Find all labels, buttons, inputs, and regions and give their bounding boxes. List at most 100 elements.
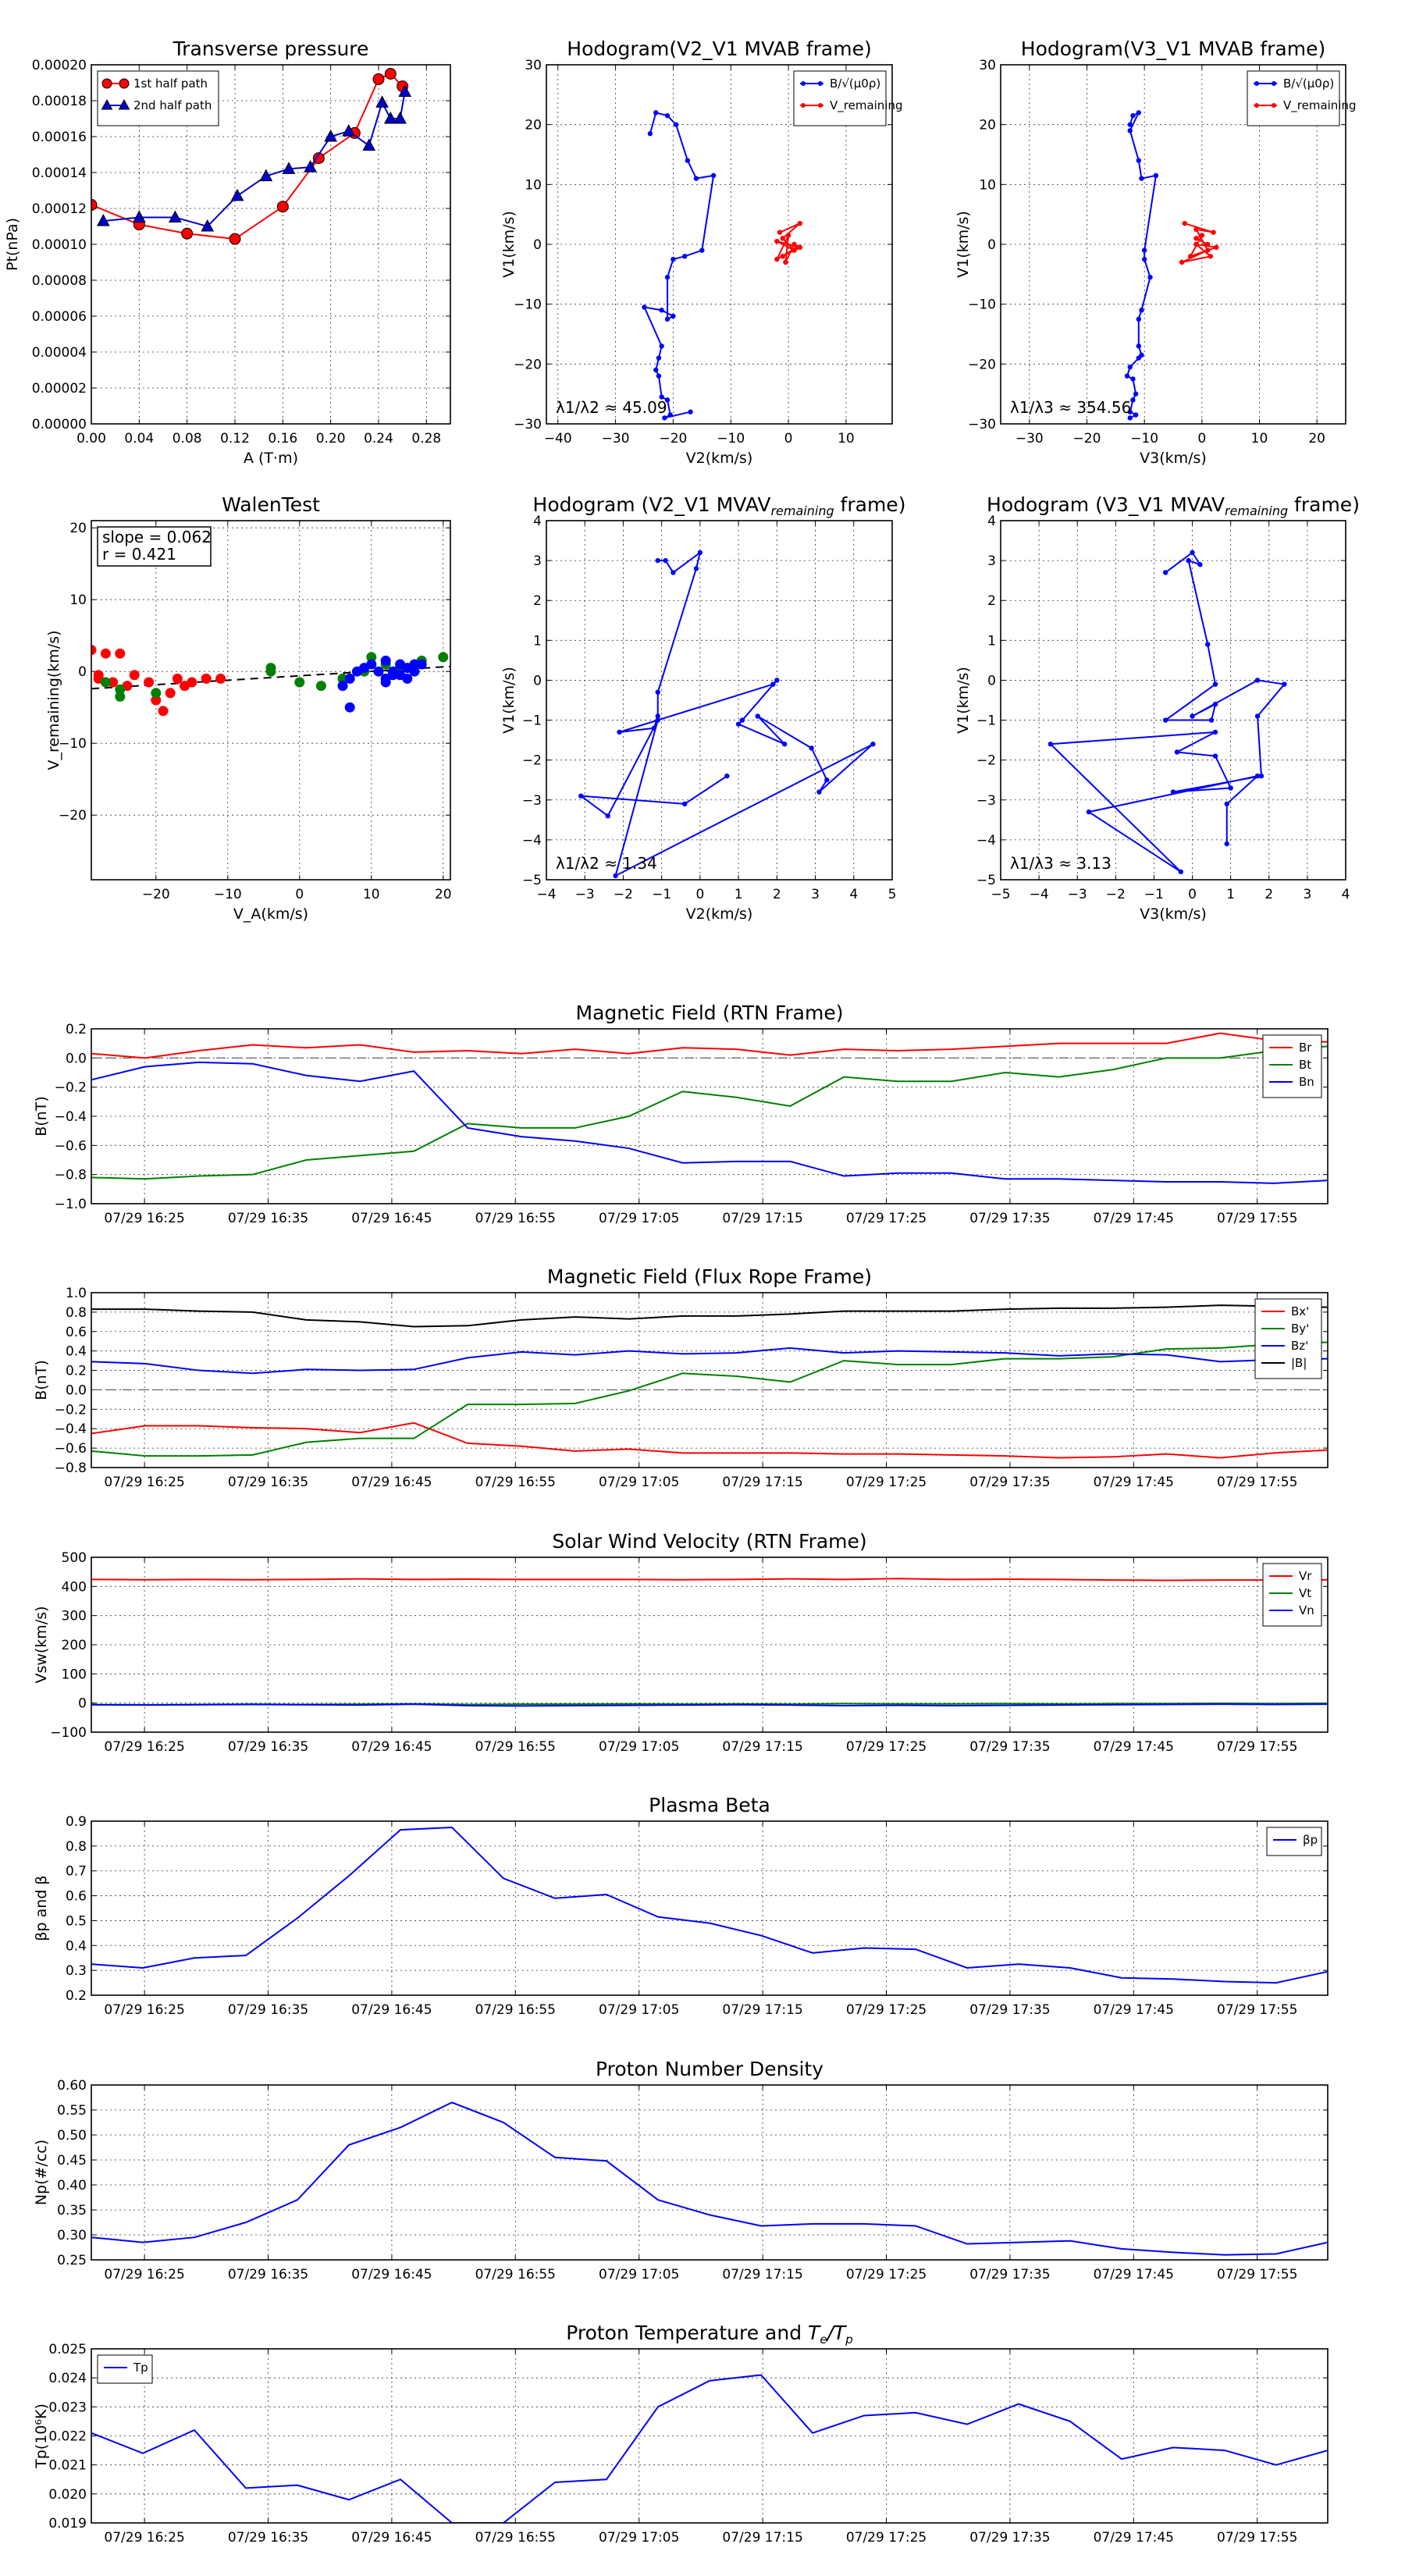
chart-title: Proton Temperature and Te/Tp — [566, 2322, 853, 2347]
x-tick-label: 0 — [295, 887, 304, 902]
x-tick-label: −4 — [536, 887, 556, 902]
x-tick-label: 07/29 16:35 — [228, 2002, 308, 2018]
data-point — [1174, 749, 1180, 755]
y-tick-label: 0 — [78, 1696, 87, 1712]
grid — [91, 2348, 1328, 2524]
legend-marker — [801, 103, 806, 108]
y-axis-label: βp and β — [33, 1875, 50, 1941]
legend-box — [97, 2354, 153, 2384]
legend-marker — [1254, 81, 1259, 86]
legend-label: |B| — [1291, 1356, 1307, 1370]
y-tick-label: 0.019 — [48, 2516, 87, 2532]
data-point — [673, 122, 679, 127]
data-point — [1127, 128, 1133, 133]
x-axis-label: V2(km/s) — [686, 450, 753, 467]
x-tick-label: 10 — [838, 431, 855, 447]
x-tick-label: 0 — [784, 431, 793, 447]
x-tick-label: 07/29 16:35 — [228, 1739, 308, 1755]
series-bt — [91, 1045, 1328, 1180]
x-tick-label: 07/29 17:55 — [1217, 2267, 1297, 2282]
data-point — [1197, 562, 1203, 568]
y-tick-label: −10 — [59, 736, 87, 752]
legend-label: Tp — [133, 2361, 148, 2375]
series--p — [91, 1826, 1328, 1984]
y-tick-label: −0.4 — [55, 1421, 87, 1437]
data-point — [783, 259, 788, 265]
data-point — [1193, 236, 1199, 241]
x-tick-label: 07/29 17:05 — [599, 1475, 679, 1490]
y-tick-label: 500 — [62, 1550, 87, 1566]
series-line — [91, 1421, 1328, 1459]
series-2 — [337, 655, 427, 713]
legend-label: By' — [1291, 1322, 1309, 1336]
plot-area — [91, 1032, 1328, 1184]
legend-box — [1262, 1563, 1322, 1627]
x-axis-label: V3(km/s) — [1140, 450, 1207, 467]
data-point — [755, 713, 760, 719]
data-point — [824, 777, 830, 783]
x-tick-label: 07/29 16:25 — [104, 1475, 184, 1490]
series-1st-half-path — [91, 68, 409, 245]
plot-area — [91, 68, 412, 245]
x-tick-label: 07/29 17:35 — [969, 1211, 1050, 1226]
series-line — [91, 1061, 1328, 1184]
y-tick-label: 0.024 — [48, 2371, 87, 2386]
x-tick-label: 07/29 17:25 — [846, 2530, 927, 2546]
data-point — [1186, 557, 1191, 564]
data-point — [282, 162, 296, 174]
y-tick-label: 0.00006 — [32, 309, 87, 325]
y-tick-label: 0.0 — [66, 1051, 87, 1066]
chart-panel-9: Plasma Beta 07/29 16:25 07/29 16:35 07/29 1… — [33, 1794, 1329, 2018]
chart-title: Plasma Beta — [649, 1794, 770, 1816]
y-tick-label: 0.023 — [48, 2400, 87, 2415]
legend: Br Bt Bn — [1262, 1034, 1322, 1098]
chart-title: Hodogram(V2_V1 MVAB frame) — [567, 37, 871, 60]
chart-panel-0: Transverse pressure 0.00 0.04 0.08 0.12 0.16 0… — [4, 37, 451, 467]
chart-panel-6: Magnetic Field (RTN Frame) 07/29 16:25 07/… — [33, 1002, 1329, 1226]
x-tick-label: 07/29 17:35 — [969, 2530, 1050, 2546]
grid — [91, 1028, 1328, 1204]
data-point — [659, 343, 664, 349]
grid — [91, 1557, 1328, 1733]
legend-label: Bt — [1299, 1058, 1311, 1072]
data-point — [664, 274, 670, 280]
x-tick-label: 4 — [849, 887, 858, 902]
y-tick-label: 0.00008 — [32, 273, 87, 289]
series-line — [91, 1826, 1328, 1984]
series-line — [91, 1045, 1328, 1180]
title-subscript: p — [845, 2332, 853, 2347]
data-point — [1205, 642, 1211, 647]
series-v-remaining — [1179, 220, 1219, 265]
data-point — [373, 666, 384, 677]
x-tick-label: 1 — [735, 887, 743, 902]
y-tick-label: −0.6 — [55, 1138, 87, 1154]
data-point — [402, 673, 413, 684]
x-tick-label: 07/29 16:25 — [104, 2267, 184, 2282]
x-axis-label: V_A(km/s) — [233, 906, 308, 923]
data-point — [387, 670, 398, 681]
y-tick-label: −0.2 — [55, 1080, 87, 1096]
data-point — [276, 201, 289, 213]
series-line — [1126, 111, 1158, 419]
title-subscript: remaining — [770, 503, 834, 518]
plot-area — [91, 645, 450, 717]
legend: 1st half path 2nd half path — [97, 70, 219, 126]
data-point — [785, 233, 791, 238]
data-point — [158, 706, 169, 717]
y-tick-label: 0.020 — [48, 2487, 87, 2503]
x-tick-label: 07/29 17:25 — [846, 2002, 927, 2018]
x-tick-label: 1 — [1226, 887, 1235, 902]
data-point — [1136, 110, 1142, 116]
data-point — [682, 254, 688, 259]
x-tick-label: 07/29 16:25 — [104, 1211, 184, 1226]
data-point — [1136, 355, 1142, 361]
y-tick-label: 0.30 — [57, 2228, 87, 2243]
series-line — [91, 1703, 1328, 1707]
x-tick-label: 0.08 — [173, 431, 202, 447]
legend-marker — [1254, 103, 1259, 108]
x-tick-label: 07/29 16:35 — [228, 1475, 308, 1490]
data-point — [1136, 158, 1142, 163]
series-line — [774, 222, 802, 263]
x-tick-label: −40 — [544, 431, 572, 447]
y-tick-label: −5 — [522, 873, 542, 888]
